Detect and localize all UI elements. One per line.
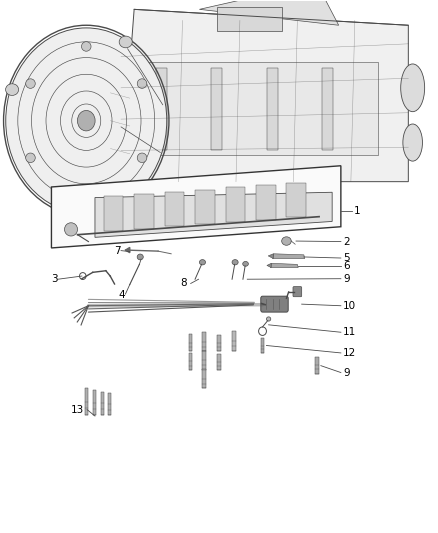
Text: 2: 2	[343, 237, 350, 247]
Text: 8: 8	[181, 278, 187, 288]
Bar	[202, 351, 206, 370]
Bar	[85, 389, 88, 415]
Polygon shape	[125, 247, 130, 253]
Text: 4: 4	[119, 289, 126, 300]
Text: 11: 11	[343, 327, 356, 337]
Ellipse shape	[243, 262, 248, 266]
Text: 5: 5	[343, 253, 350, 263]
Ellipse shape	[266, 317, 271, 321]
Ellipse shape	[401, 64, 425, 112]
Ellipse shape	[232, 260, 238, 265]
Bar	[286, 183, 306, 217]
Bar	[195, 190, 215, 224]
Ellipse shape	[26, 79, 35, 88]
Text: 7: 7	[114, 246, 120, 256]
Text: 12: 12	[343, 348, 356, 358]
Ellipse shape	[137, 254, 143, 260]
Polygon shape	[270, 263, 298, 268]
Bar	[101, 392, 104, 415]
Polygon shape	[268, 254, 273, 259]
Polygon shape	[199, 0, 339, 25]
Text: 1: 1	[354, 206, 360, 216]
Ellipse shape	[81, 42, 91, 51]
Bar	[202, 369, 206, 389]
Text: 6: 6	[343, 261, 350, 271]
Bar	[189, 334, 192, 351]
Bar	[108, 393, 111, 415]
Text: 10: 10	[343, 301, 356, 311]
Polygon shape	[51, 166, 341, 248]
Bar	[226, 188, 245, 222]
Bar	[212, 68, 222, 150]
Ellipse shape	[6, 84, 19, 95]
Bar	[134, 194, 154, 229]
Ellipse shape	[403, 124, 423, 161]
Bar	[217, 354, 221, 370]
Bar	[143, 62, 378, 155]
Polygon shape	[272, 254, 305, 259]
Ellipse shape	[6, 28, 167, 214]
Text: 9: 9	[343, 368, 350, 377]
Bar	[315, 357, 319, 374]
Ellipse shape	[26, 153, 35, 163]
Bar	[189, 353, 192, 370]
Ellipse shape	[137, 79, 147, 88]
Bar	[232, 331, 236, 351]
Ellipse shape	[53, 200, 66, 212]
FancyBboxPatch shape	[261, 296, 288, 312]
Ellipse shape	[119, 36, 132, 48]
Polygon shape	[95, 192, 332, 237]
Ellipse shape	[81, 190, 91, 200]
Bar	[202, 332, 206, 351]
FancyBboxPatch shape	[293, 287, 302, 297]
Text: 13: 13	[71, 405, 84, 415]
Ellipse shape	[199, 260, 205, 265]
Ellipse shape	[137, 153, 147, 163]
Polygon shape	[267, 263, 271, 268]
Bar	[217, 335, 221, 351]
Bar	[217, 7, 282, 30]
Ellipse shape	[78, 110, 95, 131]
Bar	[104, 196, 123, 231]
Ellipse shape	[282, 237, 291, 245]
Bar	[256, 185, 276, 220]
Polygon shape	[121, 10, 408, 182]
Bar	[267, 68, 278, 150]
Text: 3: 3	[51, 274, 58, 284]
Ellipse shape	[64, 223, 78, 236]
Bar	[93, 390, 96, 415]
Bar	[156, 68, 167, 150]
Text: 9: 9	[343, 273, 350, 284]
Bar	[322, 68, 333, 150]
Bar	[165, 192, 184, 227]
Bar	[261, 337, 265, 353]
